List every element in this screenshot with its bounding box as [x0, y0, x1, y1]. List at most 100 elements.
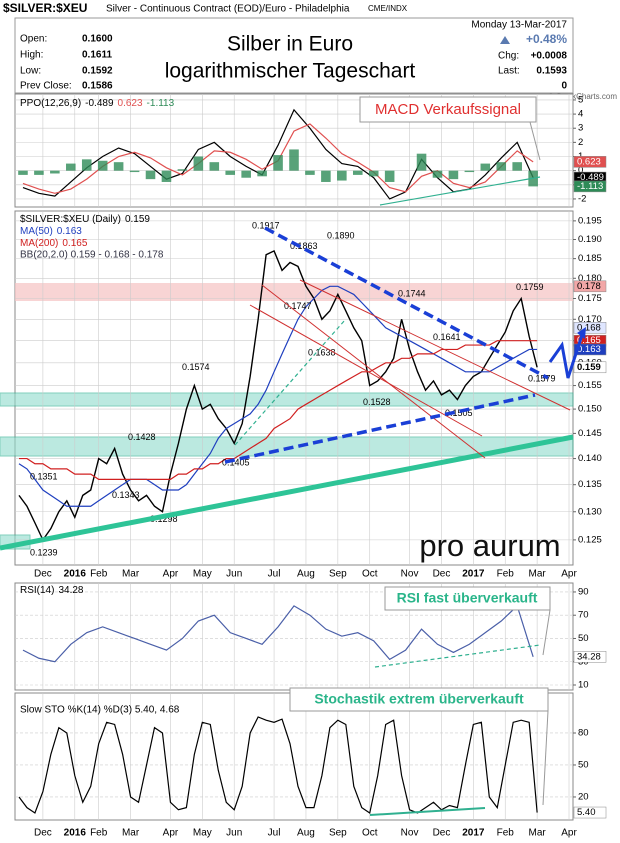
indicator-value: 34.28 [58, 585, 83, 596]
y-tick-label: 0.190 [578, 234, 602, 245]
legend-entry: MA(50) 0.163 [20, 226, 82, 237]
price-label: 0.1574 [182, 362, 210, 372]
stat-label: Last: [498, 66, 520, 77]
histogram-bar [512, 162, 522, 171]
x-tick-label: Nov [401, 569, 419, 580]
indicator-value: 0.623 [118, 98, 143, 109]
histogram-bar [225, 170, 236, 175]
y-tick-label: 0 [578, 165, 583, 176]
legend-name: $SILVER:$XEU (Daily) [20, 214, 121, 225]
value-tag-label: 0.168 [577, 322, 601, 333]
callout-pointer [542, 710, 549, 806]
x-tick-label: May [193, 828, 212, 839]
stat-value: 0.1593 [536, 66, 567, 77]
y-tick-label: 0.185 [578, 253, 602, 264]
histogram-bar [305, 170, 315, 175]
y-tick-label: 0.145 [578, 428, 602, 439]
x-tick-label: Apr [561, 828, 577, 839]
y-tick-label: 0.175 [578, 293, 602, 304]
x-tick-label: Feb [90, 569, 108, 580]
price-label: 0.1343 [112, 490, 140, 500]
price-label: 0.1579 [528, 374, 556, 384]
y-tick-label: -2 [578, 193, 586, 204]
x-tick-label: Dec [433, 828, 451, 839]
channel-line [299, 279, 571, 411]
histogram-bar [384, 170, 395, 182]
legend-value: 0.159 [125, 214, 150, 225]
histogram-bar [480, 163, 491, 171]
indicator-legend: Slow STO %K(14) %D(3) 5.40, 4.68 [20, 705, 180, 716]
x-tick-label: Jun [226, 569, 242, 580]
x-tick-label: Mar [529, 828, 547, 839]
legend-entry: $SILVER:$XEU (Daily) 0.159 [20, 214, 150, 225]
x-tick-label: Aug [297, 828, 315, 839]
histogram-bar [161, 170, 172, 182]
series-line [18, 340, 538, 480]
price-label: 0.1890 [327, 231, 355, 241]
y-tick-label: 50 [578, 759, 589, 770]
histogram-bar [416, 153, 427, 171]
indicator-legend: RSI(14) 34.28 [20, 585, 84, 596]
x-tick-label: 2016 [64, 569, 87, 580]
trend-line [379, 176, 541, 206]
callout-pointer [542, 609, 551, 656]
value-tag [573, 651, 607, 663]
stoch-panel [14, 692, 574, 821]
price-label: 0.1759 [516, 282, 544, 292]
indicator-name: PPO(12,26,9) [20, 98, 81, 109]
x-tick-label: Sep [329, 569, 347, 580]
value-tag-label: 0.623 [577, 156, 601, 167]
histogram-bar [129, 170, 140, 173]
callout-box [289, 687, 549, 712]
price-label: 0.1239 [30, 548, 58, 558]
value-tag-label: 0.159 [577, 362, 601, 373]
plot: 543210-1-20.1950.1900.1850.1800.1750.170… [15, 94, 607, 839]
price-label: 0.1528 [363, 397, 391, 407]
histogram-bar [337, 170, 347, 181]
indicator-value: -0.489 [85, 98, 114, 109]
price-label: 0.1405 [222, 457, 250, 467]
x-tick-label: Feb [497, 828, 515, 839]
y-tick-label: 0.135 [578, 479, 602, 490]
x-tick-label: Aug [297, 569, 315, 580]
callout: RSI fast überverkauft [397, 590, 538, 606]
exchange: CME/INDX [368, 4, 408, 13]
y-tick-label: 0.155 [578, 380, 602, 391]
stat-value: 0 [561, 81, 567, 92]
x-tick-label: Mar [122, 828, 140, 839]
x-tick-label: Dec [34, 828, 52, 839]
callout-box [384, 586, 551, 611]
y-tick-label: 2 [578, 137, 583, 148]
y-tick-label: 0.195 [578, 215, 602, 226]
value-tag [573, 322, 607, 334]
y-tick-label: 0.180 [578, 273, 602, 284]
x-tick-label: 2016 [64, 828, 87, 839]
y-tick-label: 10 [578, 680, 589, 691]
x-tick-label: Oct [362, 828, 378, 839]
stat-label: Low: [20, 66, 41, 77]
price-label: 0.1428 [128, 432, 156, 442]
y-tick-label: 5 [578, 94, 583, 105]
value-tag [573, 361, 607, 374]
credit: © StockCharts.com [548, 92, 617, 101]
price-label: 0.1638 [308, 347, 336, 357]
indicator-name: RSI(14) [20, 585, 54, 596]
y-tick-label: 70 [578, 610, 589, 621]
histogram-bar [66, 163, 76, 171]
price-label: 0.1863 [290, 241, 318, 251]
series-line [18, 716, 538, 814]
histogram-bar [50, 170, 60, 174]
price-panel [14, 210, 574, 566]
stat-label: Chg: [498, 51, 519, 62]
legend-entry: MA(200) 0.165 [20, 238, 88, 249]
up-arrow [500, 36, 510, 44]
price-label: 0.1641 [433, 332, 461, 342]
zones [0, 283, 574, 550]
x-tick-label: May [193, 569, 212, 580]
x-tick-label: Feb [497, 569, 515, 580]
value-tag-label: 0.165 [577, 335, 601, 346]
x-tick-label: Jul [268, 828, 281, 839]
x-tick-label: Apr [163, 569, 179, 580]
stat-label: High: [20, 50, 43, 61]
change-pct: +0.48% [526, 32, 567, 46]
